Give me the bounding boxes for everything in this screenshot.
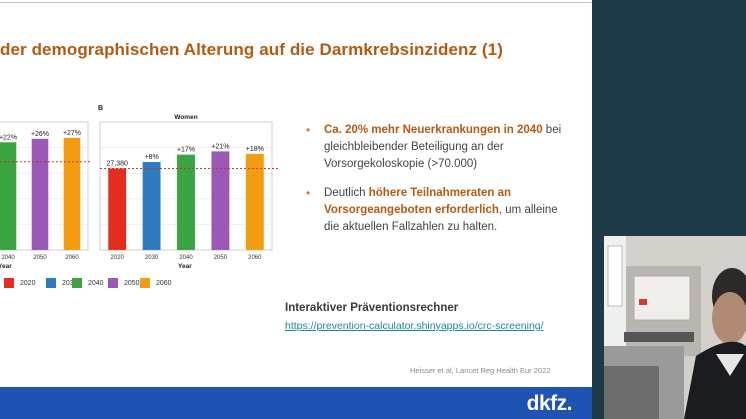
bar-2020 xyxy=(108,168,127,250)
citation: Heisser et al, Lancet Reg Health Eur 202… xyxy=(410,366,551,375)
chart-women: 27,380 2020 +8% 2030 +17% 2040 +21% 2050 +18% 206… xyxy=(92,100,282,290)
bullet-item: • Ca. 20% mehr Neuerkrankungen in 2040 b… xyxy=(306,122,576,173)
tick-label-2020: 2020 xyxy=(111,255,125,261)
bullet-list: • Ca. 20% mehr Neuerkrankungen in 2040 b… xyxy=(306,122,576,248)
legend-swatch xyxy=(108,278,118,288)
slide-title: der demographischen Alterung auf die Dar… xyxy=(0,40,503,59)
legend-item-2030: 2030 xyxy=(46,276,78,290)
legend-item-2040: 2040 xyxy=(72,276,104,290)
bullet-highlight: Ca. 20% mehr Neuerkrankungen in 2040 xyxy=(324,124,543,136)
slide-top-divider xyxy=(0,2,592,3)
bar-chart-left: +22% 2040 +26% 2050 +27% 2060 Year xyxy=(0,121,92,270)
chart-title: Women xyxy=(174,114,197,121)
tick-label-2060: 2060 xyxy=(248,255,262,261)
bar-chart-women: 27,380 2020 +8% 2030 +17% 2040 +21% 2050 +18% 206… xyxy=(98,105,278,270)
data-label-2030: +8% xyxy=(144,154,158,161)
slide-footer: dkfz. xyxy=(0,387,592,419)
legend-swatch xyxy=(4,278,14,288)
bar-2050 xyxy=(211,151,230,250)
bar-2060 xyxy=(245,153,264,250)
legend-label: 2060 xyxy=(156,279,172,287)
legend-swatch xyxy=(72,278,82,288)
legend-swatch xyxy=(46,278,56,288)
data-label-2040: +22% xyxy=(0,134,17,141)
bar-2060 xyxy=(63,137,81,250)
data-label-2020: 27,380 xyxy=(106,160,128,167)
bullet-dot-icon: • xyxy=(306,123,311,137)
bar-2040 xyxy=(0,142,17,250)
data-label-2050: +21% xyxy=(211,143,229,150)
tick-label-2040: 2040 xyxy=(179,255,193,261)
legend-item-2020: 2020 xyxy=(4,276,36,290)
calculator-link[interactable]: https://prevention-calculator.shinyapps.… xyxy=(285,320,544,332)
legend-label: 2040 xyxy=(88,279,104,287)
bullet-highlight: höhere Teilnahmeraten an Vorsorgeangebot… xyxy=(324,187,512,216)
bullet-text-post: , um alleine die aktuellen Fallzahlen zu… xyxy=(324,204,558,233)
legend-item-2060: 2060 xyxy=(140,276,172,290)
bar-2030 xyxy=(142,161,161,250)
legend-label: 2030 xyxy=(62,279,78,287)
bullet-text-pre: Deutlich xyxy=(324,187,369,199)
tick-label-2050: 2050 xyxy=(214,255,228,261)
legend-swatch xyxy=(140,278,150,288)
panel-label: B xyxy=(98,105,103,112)
tick-label-2060: 2060 xyxy=(65,255,79,261)
webcam-person-image xyxy=(604,236,746,419)
x-axis-label: Year xyxy=(0,263,12,270)
data-label-2040: +17% xyxy=(177,147,195,154)
dkfz-logo: dkfz. xyxy=(526,392,573,415)
legend-item-2050: 2050 xyxy=(108,276,140,290)
tick-label-2030: 2030 xyxy=(145,255,159,261)
tick-label-2040: 2040 xyxy=(1,255,15,261)
data-label-2050: +26% xyxy=(31,131,49,138)
data-label-2060: +27% xyxy=(63,130,81,137)
bullet-text: bei gleichbleibender Beteiligung an der … xyxy=(324,124,562,170)
x-axis-label: Year xyxy=(178,263,192,270)
bar-2050 xyxy=(31,138,49,250)
legend-label: 2020 xyxy=(20,279,36,287)
webcam-feed xyxy=(604,236,746,419)
chart-men-partial: +22% 2040 +26% 2050 +27% 2060 Year xyxy=(0,100,95,290)
presentation-slide: der demographischen Alterung auf die Dar… xyxy=(0,0,592,419)
bar-2040 xyxy=(177,154,195,250)
chart-legend: 2020 2030 2040 2050 2060 xyxy=(4,276,204,292)
calculator-label: Interaktiver Präventionsrechner xyxy=(285,302,459,314)
data-label-2060: +18% xyxy=(246,146,264,153)
tick-label-2050: 2050 xyxy=(33,255,47,261)
bullet-dot-icon: • xyxy=(306,186,311,200)
legend-label: 2050 xyxy=(124,279,140,287)
bullet-item: • Deutlich höhere Teilnahmeraten an Vors… xyxy=(306,185,576,236)
